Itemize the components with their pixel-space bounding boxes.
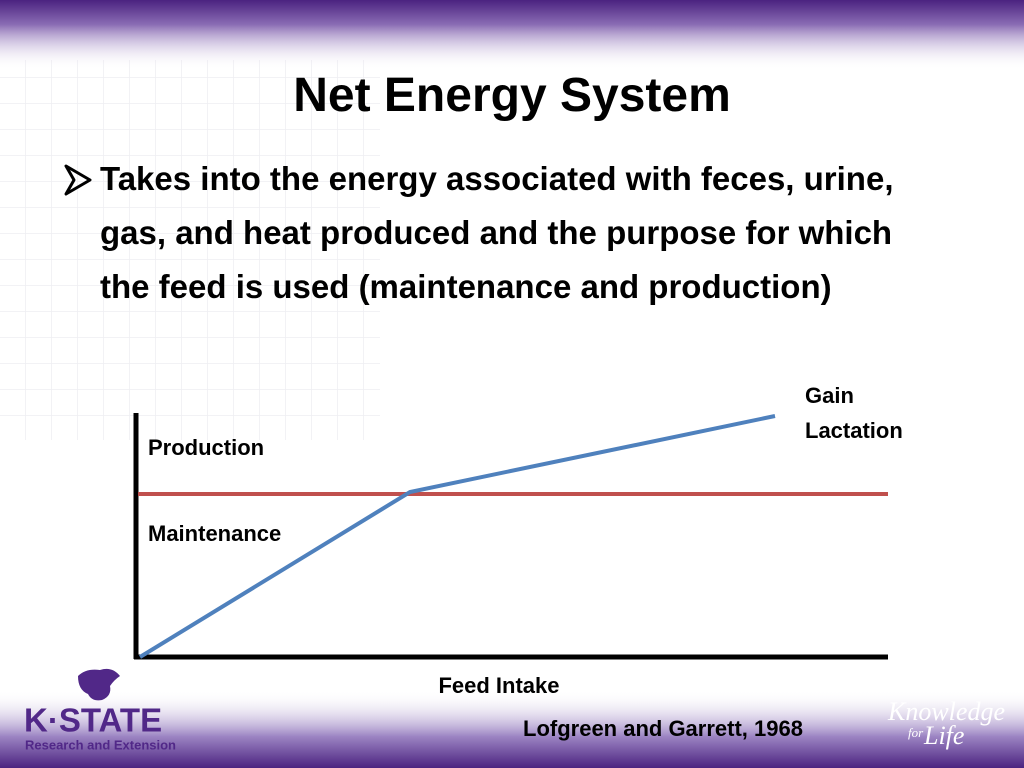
grid-pattern (0, 60, 380, 440)
slide-title: Net Energy System (293, 69, 731, 122)
x-label: Feed Intake (438, 673, 559, 698)
citation: Lofgreen and Garrett, 1968 (523, 716, 803, 741)
tagline: for (908, 725, 924, 740)
logo-name: K·STATE (24, 702, 162, 739)
bullet-text: Takes into the energy associated with fe… (100, 160, 894, 305)
curve-label: Gain (805, 383, 854, 408)
bullet-arrow (64, 164, 92, 196)
tagline: Knowledge (887, 697, 1005, 726)
bottom-band (0, 690, 1024, 768)
y-label: Maintenance (148, 521, 281, 546)
top-band (0, 0, 1024, 70)
energy-curve (138, 414, 776, 659)
wildcat-logo (78, 668, 120, 701)
bullet: Takes into the energy associated with fe… (62, 152, 942, 314)
y-label: Production (148, 435, 264, 460)
tagline: Life (923, 721, 964, 750)
logo-subtitle: Research and Extension (25, 737, 176, 752)
curve-label: Lactation (805, 418, 903, 443)
